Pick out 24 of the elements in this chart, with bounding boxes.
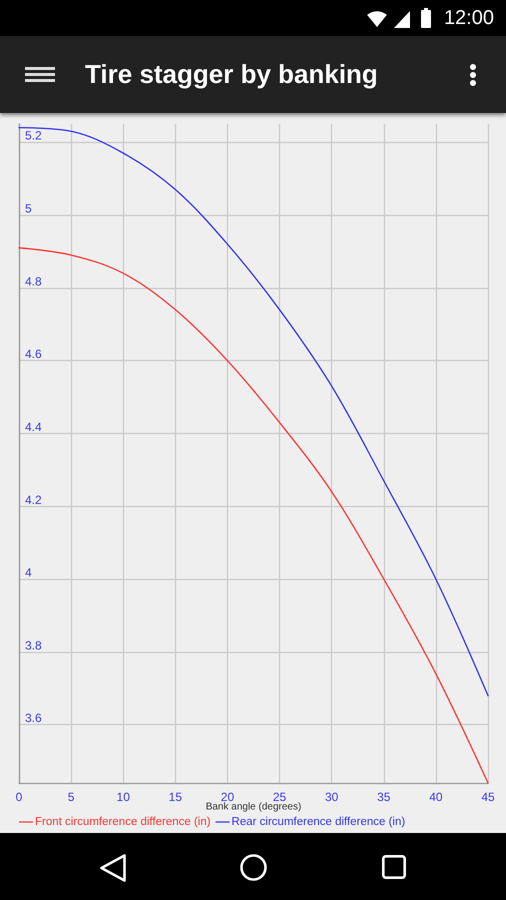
chart-title: Tire stagger by banking xyxy=(85,58,378,90)
x-tick-label: 20 xyxy=(220,790,234,804)
x-tick-label: 25 xyxy=(272,790,287,804)
y-tick-label: 4.4 xyxy=(25,420,42,434)
x-tick-label: 5 xyxy=(68,790,75,804)
y-tick-label: 4.2 xyxy=(25,492,42,507)
x-tick-label: 35 xyxy=(377,790,391,804)
y-tick-label: 5 xyxy=(25,202,32,216)
y-tick-label: 4.6 xyxy=(25,347,42,362)
text: 12:00 xyxy=(444,6,494,31)
legend-label: Front circumference difference (in) xyxy=(35,816,211,828)
x-tick-label: 45 xyxy=(481,790,495,804)
x-tick-label: 10 xyxy=(116,790,130,804)
y-tick-label: 4 xyxy=(25,566,32,580)
x-tick-label: 40 xyxy=(429,790,443,804)
y-tick-label: 3.8 xyxy=(25,638,42,652)
y-tick-label: 5.2 xyxy=(25,128,42,143)
x-tick-label: 0 xyxy=(16,790,23,804)
x-tick-label: 15 xyxy=(168,790,182,804)
y-tick-label: 4.8 xyxy=(25,274,42,288)
x-tick-label: 30 xyxy=(324,790,339,804)
x-axis-title: Bank angle (degrees) xyxy=(206,802,302,812)
legend-label: Rear circumference difference (in) xyxy=(232,816,406,828)
y-tick-label: 3.6 xyxy=(25,711,42,726)
